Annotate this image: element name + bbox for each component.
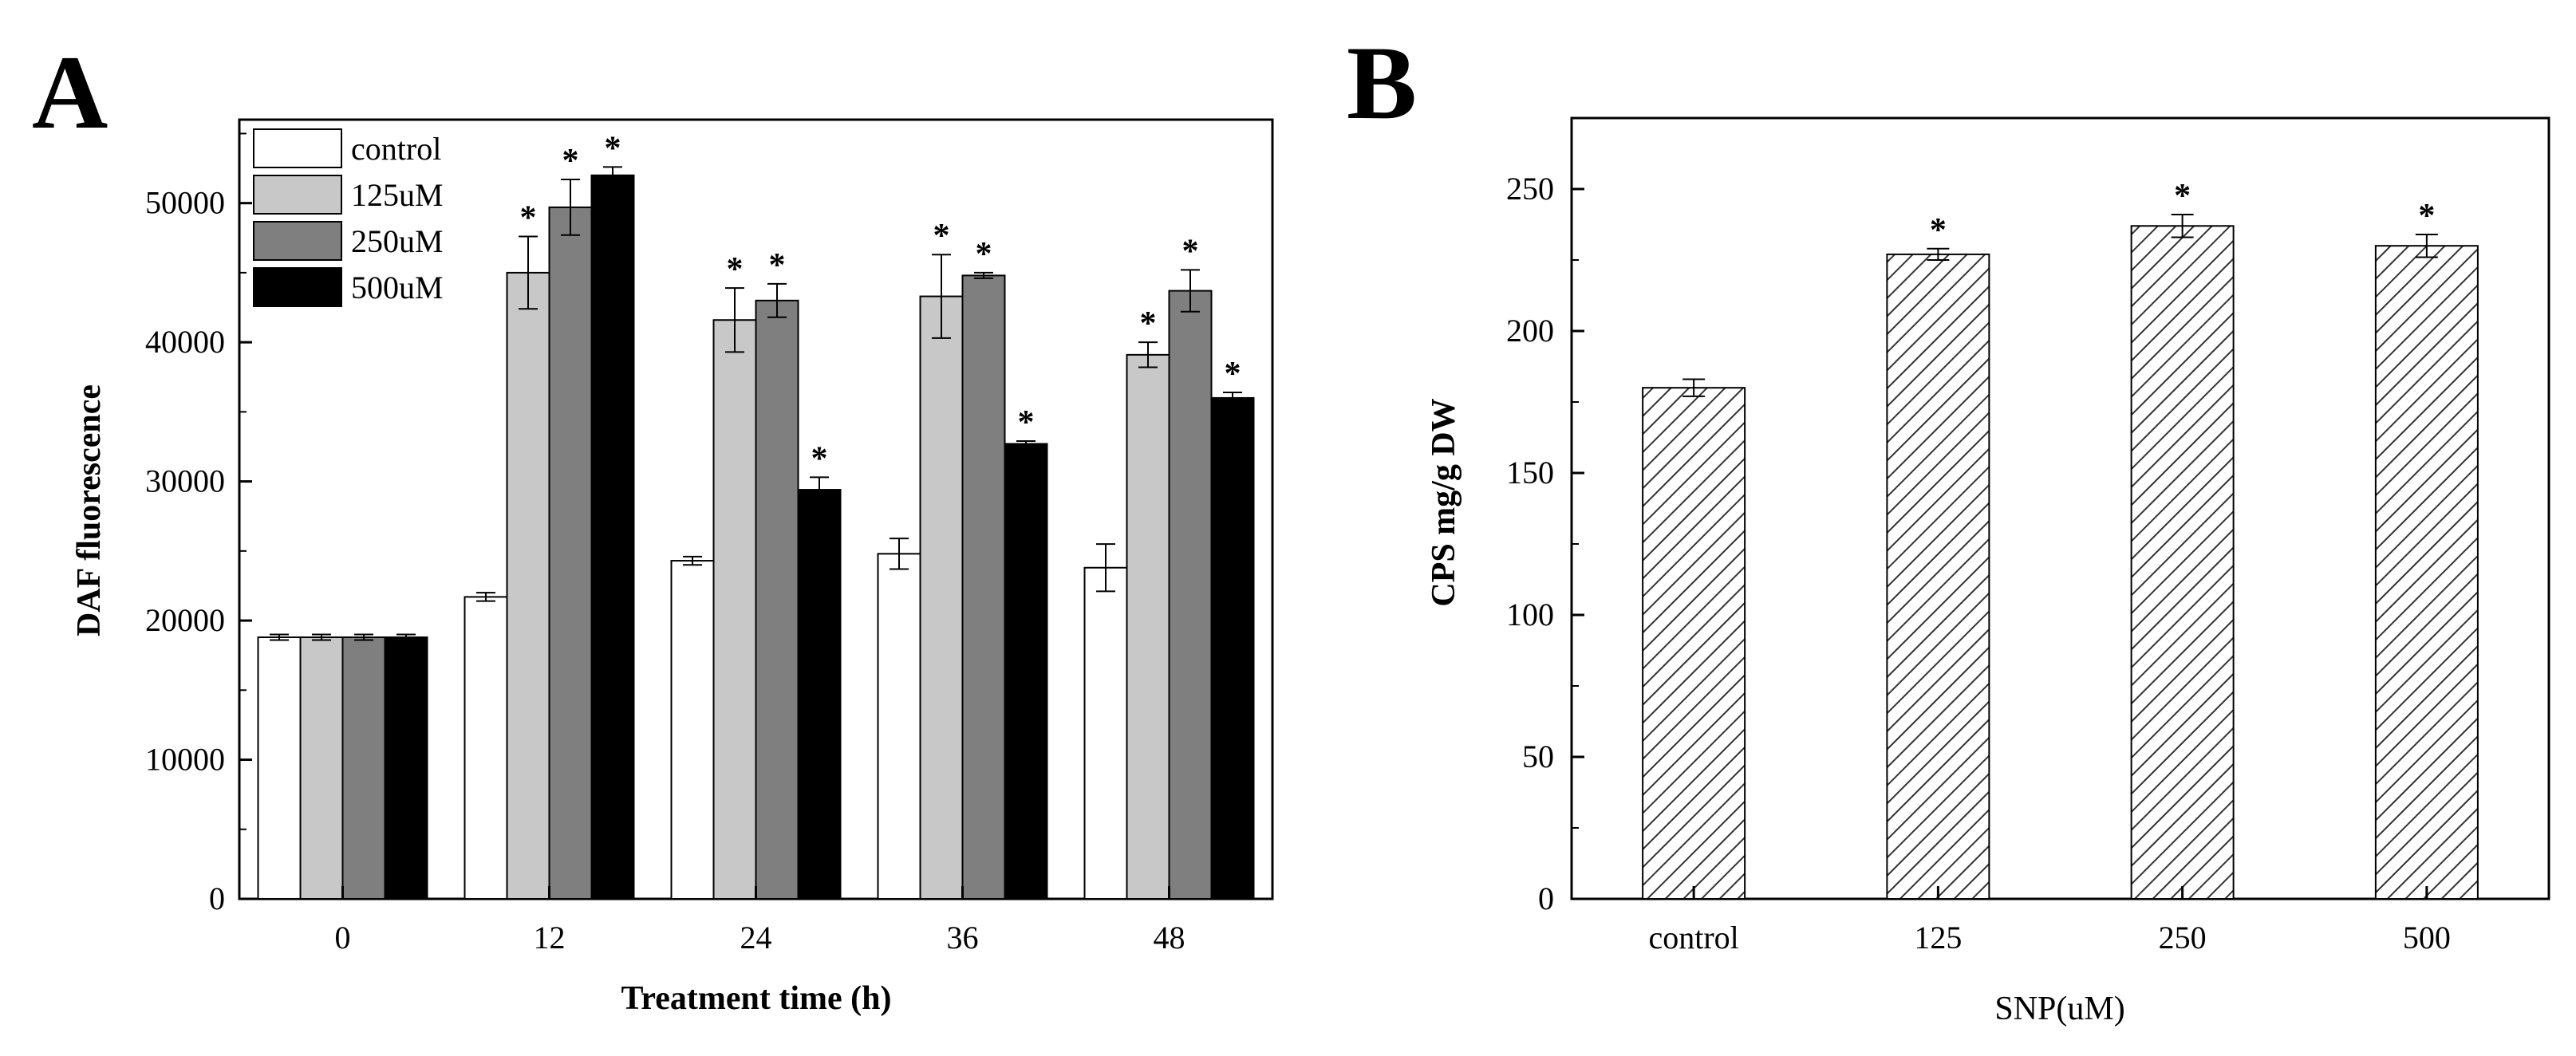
y-tick-label: 0 [209,881,225,916]
significance-marker: * [811,440,828,477]
legend-swatch-125uM [253,175,342,215]
x-axis-label-b: SNP(uM) [1994,991,2124,1027]
x-tick-label: control [1648,920,1738,956]
y-tick-label: 100 [1506,597,1554,632]
x-tick-label: 0 [335,920,351,956]
significance-marker: * [1182,233,1199,270]
bar-125uM-0 [299,636,344,900]
bar-125uM-48 [1126,353,1170,900]
y-tick-label: 50 [1522,739,1554,774]
bar-control-24 [670,560,715,900]
legend-swatch-control [253,128,342,168]
bar-500uM-36 [1004,443,1048,900]
y-tick-label: 150 [1506,455,1554,491]
bar-125uM-36 [919,295,964,900]
y-axis-label-b: CPS mg/g DW [1426,398,1462,606]
bar-250uM-48 [1168,290,1213,900]
x-axis-a: 0 12 24 36 48 [335,886,1185,956]
y-axis-b: 0 50 100 150 200 250 [1506,171,1584,916]
bar-250uM-12 [548,206,593,900]
significance-marker: * [1225,356,1241,392]
bar-125 [1886,253,1990,900]
bar-125uM-24 [712,319,757,900]
y-tick-label: 10000 [145,742,225,778]
y-tick-label: 250 [1506,171,1554,207]
y-tick-label: 30000 [145,463,225,499]
bar-250uM-24 [755,299,799,900]
x-axis-b: control 125 250 500 [1648,886,2451,956]
legend-a: control 125uM 250uM 500uM [253,128,444,307]
x-tick-label: 24 [740,920,772,956]
panel-letter-b: B [1347,24,1417,141]
legend-label: 500uM [351,270,444,305]
bar-500uM-12 [590,174,635,900]
bars-a: * * * * * * * * * * * * [257,130,1255,900]
significance-marker: * [769,247,786,284]
panel-b: B 0 50 100 150 200 250 * * * control 125 250 500 C… [1347,24,2550,1027]
legend-label: 250uM [351,223,444,259]
significance-marker: * [520,200,537,237]
significance-marker: * [2418,198,2435,234]
bar-250 [2130,225,2235,900]
bar-control-48 [1083,566,1128,900]
y-axis-a: 0 10000 20000 30000 40000 50000 [145,132,252,916]
bar-control [1642,387,1746,900]
y-tick-label: 50000 [145,185,225,221]
bar-125uM-12 [506,271,550,900]
x-axis-label-a: Treatment time (h) [621,980,892,1017]
bar-control-12 [464,596,508,900]
y-tick-label: 200 [1506,313,1554,349]
significance-marker: * [562,143,579,179]
bar-control-0 [257,636,302,900]
significance-marker: * [933,218,950,254]
x-tick-label: 12 [534,920,566,956]
significance-marker: * [976,236,992,273]
significance-marker: * [727,251,744,288]
significance-marker: * [1930,212,1947,249]
bar-control-36 [877,553,921,900]
legend-label: control [351,131,441,167]
plot-area-b [1570,116,2550,900]
legend-label: 125uM [351,177,444,213]
x-tick-label: 48 [1154,920,1185,956]
significance-marker: * [2174,178,2191,215]
y-axis-label-a: DAF fluorescence [71,384,108,636]
y-tick-label: 40000 [145,324,225,360]
legend-swatch-500uM [253,267,342,307]
y-tick-label: 20000 [145,602,225,638]
y-tick-label: 0 [1538,881,1554,916]
legend-swatch-250uM [253,221,342,261]
bar-500uM-24 [797,489,842,900]
bars-b: * * * [1642,178,2479,900]
significance-marker: * [1018,404,1035,441]
significance-marker: * [1140,305,1157,342]
bar-500uM-48 [1210,396,1255,900]
bar-250uM-36 [961,274,1006,900]
bar-500uM-0 [384,636,428,900]
bar-250uM-0 [341,636,386,900]
significance-marker: * [605,130,621,167]
x-tick-label: 250 [2159,920,2207,956]
bar-500 [2374,245,2479,900]
x-tick-label: 36 [947,920,979,956]
x-tick-label: 500 [2403,920,2451,956]
panel-letter-a: A [32,33,108,151]
x-tick-label: 125 [1914,920,1962,956]
